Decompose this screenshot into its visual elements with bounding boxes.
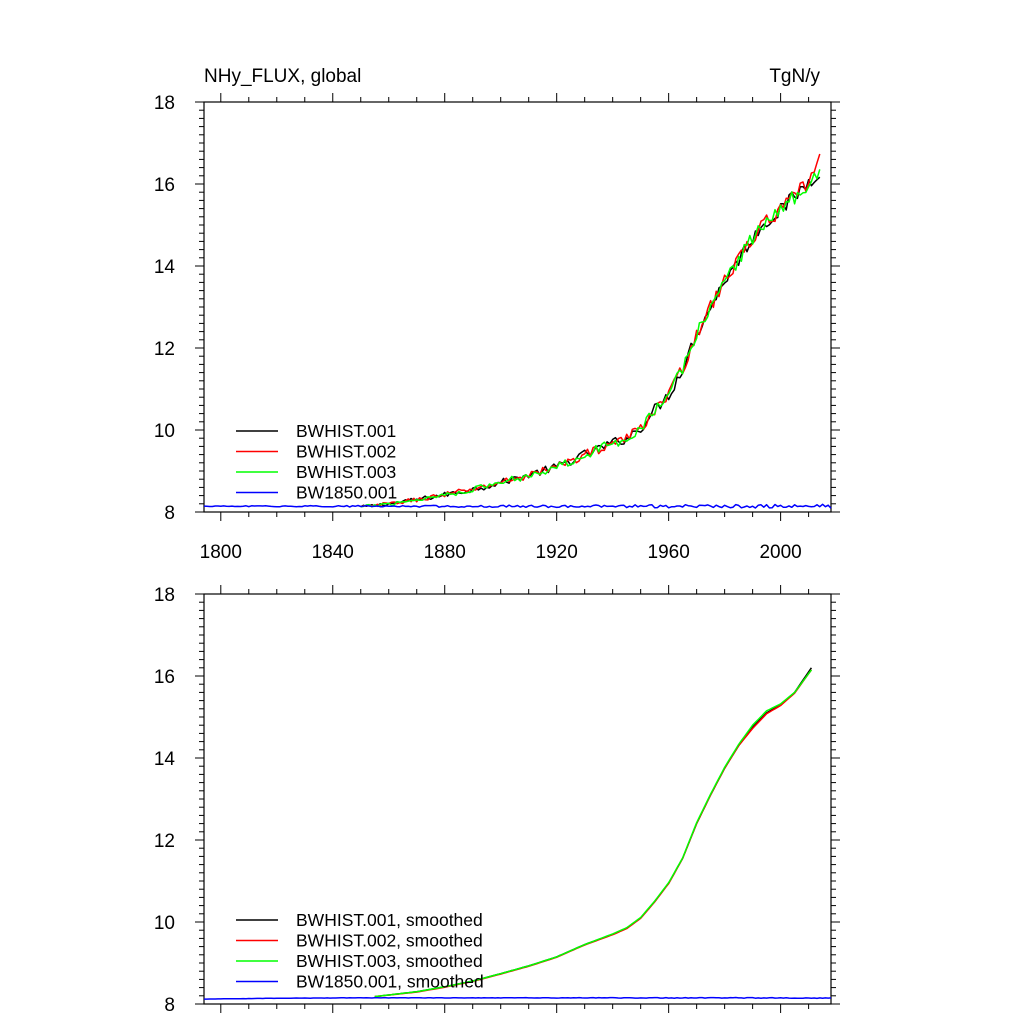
chart-units-label: TgN/y — [769, 66, 820, 87]
y-tick-label: 8 — [164, 995, 175, 1016]
y-tick-label: 18 — [154, 585, 175, 606]
series-group — [203, 153, 832, 509]
y-tick-label: 16 — [154, 667, 175, 688]
series-line-3 — [374, 669, 812, 998]
x-tick-label: 1960 — [648, 542, 690, 563]
x-tick-label: 2000 — [759, 542, 801, 563]
y-tick-label: 18 — [154, 93, 175, 114]
chart-panel-1: 8 10 12 14 16 18 1800 1840 1880 1920 1960 2000 BWHIS… — [154, 93, 840, 563]
x-tick-label: 1880 — [424, 542, 466, 563]
y-tick-label: 8 — [164, 503, 175, 524]
series-line-2 — [360, 153, 821, 508]
legend-label: BWHIST.002, smoothed — [296, 931, 483, 951]
y-tick-label: 10 — [154, 913, 175, 934]
y-tick-label: 12 — [154, 339, 175, 360]
legend-label: BWHIST.001, smoothed — [296, 910, 483, 930]
legend-label: BWHIST.001 — [296, 421, 396, 441]
legend-label: BWHIST.003, smoothed — [296, 951, 483, 971]
legend-label: BWHIST.003 — [296, 462, 396, 482]
chart-title-left: NHy_FLUX, global — [204, 66, 361, 87]
y-tick-label: 14 — [154, 749, 176, 770]
x-tick-label: 1800 — [200, 542, 242, 563]
legend-label: BWHIST.002 — [296, 442, 396, 462]
series-line-3 — [360, 169, 821, 508]
y-axis: 8 10 12 14 16 18 — [154, 585, 840, 1016]
x-axis: 1800 1840 1880 1920 1960 2000 — [200, 93, 810, 563]
x-tick-label: 1840 — [312, 542, 354, 563]
x-axis — [220, 585, 810, 1013]
legend-label: BW1850.001 — [296, 483, 397, 503]
y-tick-label: 12 — [154, 831, 175, 852]
series-group — [204, 667, 832, 1000]
x-tick-label: 1920 — [536, 542, 578, 563]
series-line-4 — [203, 503, 832, 509]
series-line-4 — [204, 996, 832, 1000]
legend-label: BW1850.001, smoothed — [296, 972, 484, 992]
y-tick-label: 16 — [154, 175, 175, 196]
y-tick-label: 14 — [154, 257, 176, 278]
y-axis: 8 10 12 14 16 18 — [154, 93, 840, 524]
y-tick-label: 10 — [154, 421, 175, 442]
